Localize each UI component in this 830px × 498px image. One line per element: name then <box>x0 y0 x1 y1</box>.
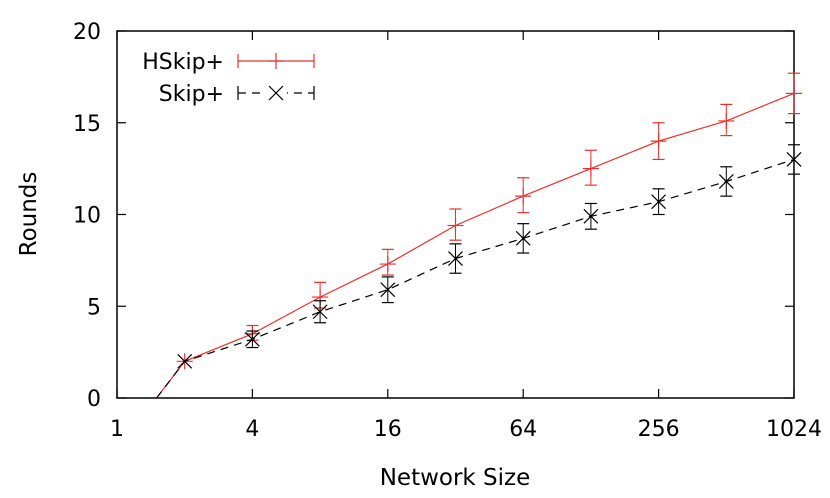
x-tick-label: 1 <box>110 417 124 442</box>
legend-label: Skip+ <box>159 82 224 107</box>
marker-stroke <box>177 353 193 369</box>
x-tick-label: 64 <box>509 417 537 442</box>
data-point <box>583 208 599 224</box>
marker-stroke <box>786 152 802 167</box>
data-point <box>312 304 328 320</box>
marker-stroke <box>448 251 463 266</box>
data-point <box>380 282 396 298</box>
series-line <box>156 158 795 399</box>
marker-stroke <box>515 230 531 246</box>
data-point <box>244 331 260 347</box>
data-point <box>650 133 667 150</box>
data-point <box>582 160 599 177</box>
x-tick-label: 16 <box>374 417 402 442</box>
data-point <box>718 174 734 189</box>
series-line <box>156 92 795 399</box>
legend-label: HSkip+ <box>142 50 224 75</box>
marker-stroke <box>718 174 734 189</box>
y-tick-label: 0 <box>87 387 101 412</box>
data-point <box>651 194 667 210</box>
data-point <box>379 256 396 273</box>
data-point <box>786 152 802 167</box>
data-point <box>515 230 531 246</box>
series-layer <box>156 72 802 399</box>
y-tick-label: 15 <box>73 112 101 137</box>
data-point <box>447 217 464 234</box>
y-tick-label: 10 <box>73 204 101 229</box>
data-point <box>515 188 532 205</box>
legend-item-0: HSkip+ <box>142 50 315 75</box>
data-point <box>718 112 735 129</box>
axis-ticks: 1 4 16 64 256 1024 0 5 10 15 20 <box>73 20 822 442</box>
legend-item-1: Skip+ <box>159 82 315 107</box>
marker-stroke <box>244 331 260 347</box>
x-tick-label: 4 <box>245 417 259 442</box>
marker-stroke <box>380 282 396 298</box>
x-axis-title: Network Size <box>380 465 531 491</box>
y-tick-label: 5 <box>87 295 101 320</box>
marker-stroke <box>312 304 328 320</box>
series-1 <box>156 144 802 399</box>
x-tick-label: 256 <box>638 417 680 442</box>
data-point <box>177 353 193 369</box>
y-tick-label: 20 <box>73 20 101 45</box>
legend-marker <box>268 53 284 69</box>
marker-stroke <box>651 194 667 210</box>
x-tick-label: 1024 <box>766 417 822 442</box>
series-0 <box>156 72 802 399</box>
data-point <box>786 85 802 102</box>
marker-stroke <box>583 208 599 224</box>
y-axis-title: Rounds <box>16 172 42 257</box>
legend: HSkip+ Skip+ <box>142 50 315 107</box>
legend-marker <box>268 85 284 101</box>
marker-stroke <box>268 85 284 101</box>
data-point <box>448 251 463 266</box>
